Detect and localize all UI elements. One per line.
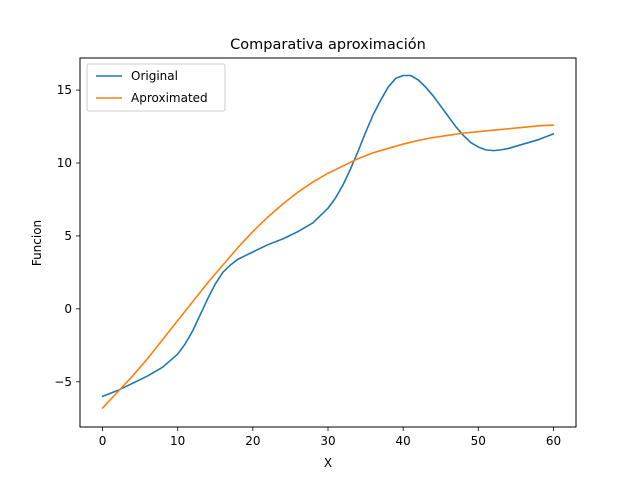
x-tick-label: 20 [245,434,260,448]
x-tick-label: 40 [396,434,411,448]
y-tick-label: 10 [57,156,72,170]
x-tick-label: 10 [170,434,185,448]
plot-area [101,74,555,409]
x-tick-label: 30 [320,434,335,448]
y-tick-label: −5 [54,375,72,389]
series-line-aproximated [101,124,555,409]
legend: Original Aproximated [86,63,226,112]
chart-title: Comparativa aproximación [230,37,426,53]
y-tick-label: 0 [64,302,72,316]
x-tick-label: 0 [99,434,107,448]
x-tick-label: 60 [546,434,561,448]
legend-label-aproximated: Aproximated [131,91,208,105]
x-axis: 0 10 20 30 40 50 60 [99,427,561,448]
y-tick-label: 5 [64,229,72,243]
y-tick-label: 15 [57,83,72,97]
x-tick-label: 50 [471,434,486,448]
x-axis-label: X [324,456,332,470]
y-axis: −5 0 5 10 15 [54,83,80,389]
y-axis-label: Funcion [30,220,44,266]
series-line-original [101,74,555,398]
legend-label-original: Original [131,69,178,83]
